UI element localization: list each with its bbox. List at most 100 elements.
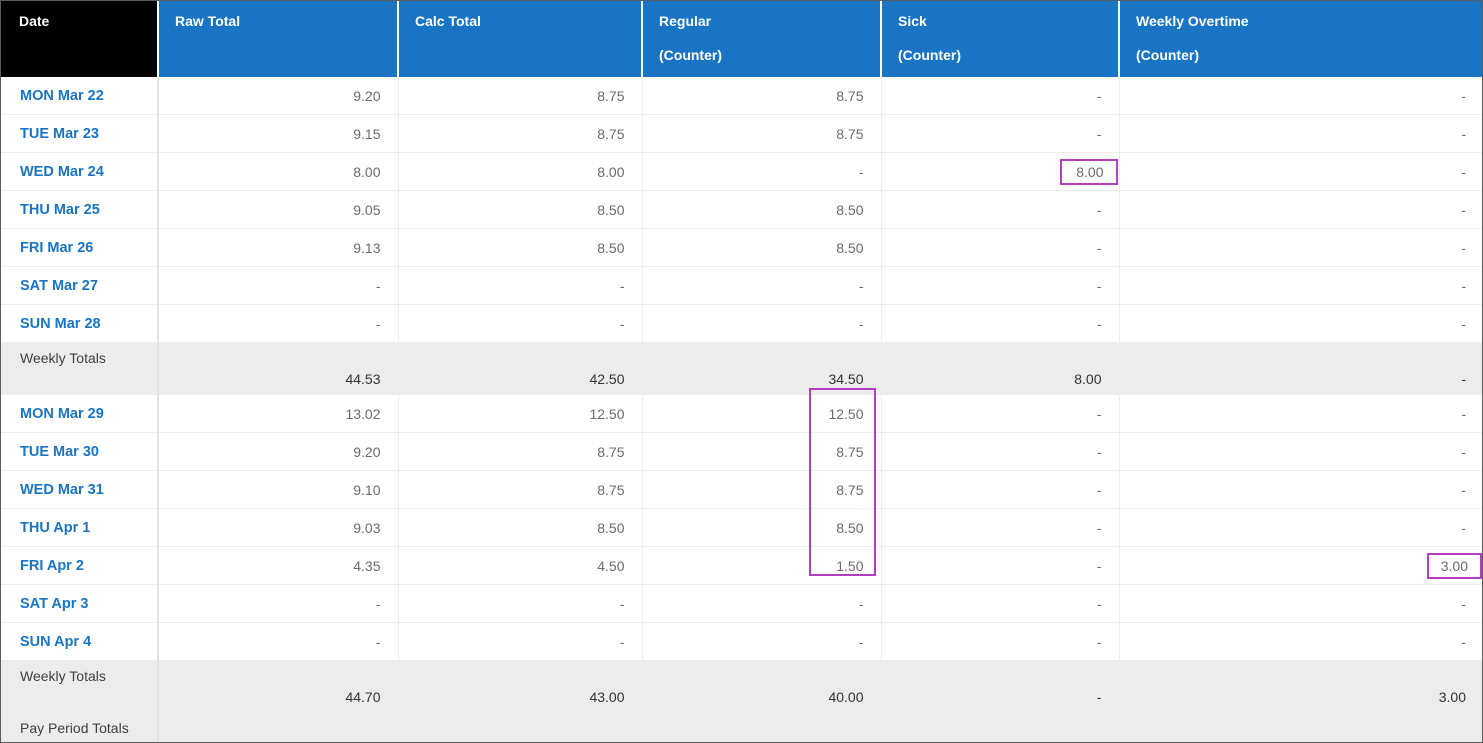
calc-total-cell: - [398,584,643,623]
calc-total-cell: 8.50 [398,228,643,267]
raw-total-cell: - [158,622,399,661]
weekly-totals-label: Weekly Totals [1,660,159,713]
column-header-regular[interactable]: Regular (Counter) [642,1,882,77]
table-row: FRI Apr 2 4.35 4.50 1.50 - 3.00 [1,546,1482,585]
table-row: FRI Mar 26 9.13 8.50 8.50 - - [1,228,1482,267]
overtime-cell: - [1119,622,1482,661]
date-link[interactable]: THU Mar 25 [1,190,159,229]
weekly-totals-row: Weekly Totals 44.53 42.50 34.50 8.00 - [1,342,1482,395]
raw-total-cell: 9.03 [158,508,399,547]
sick-cell: - [881,266,1120,305]
column-header-weekly-overtime[interactable]: Weekly Overtime (Counter) [1119,1,1482,77]
raw-total-cell: - [158,266,399,305]
regular-cell: 34.50 [642,342,882,395]
regular-cell: - [642,266,882,305]
column-header-raw-total[interactable]: Raw Total [158,1,399,77]
header-row: Date Raw Total Calc Total Regular (Count… [1,1,1482,77]
sick-highlight: 8.00 [1060,158,1118,185]
date-link[interactable]: THU Apr 1 [1,508,159,547]
date-link[interactable]: MON Mar 29 [1,394,159,433]
sick-cell: - [881,432,1120,471]
table-row: THU Apr 1 9.03 8.50 8.50 - - [1,508,1482,547]
overtime-cell: 3.00 [1119,660,1482,713]
regular-cell: - [642,622,882,661]
calc-total-cell: - [398,622,643,661]
date-link[interactable]: FRI Mar 26 [1,228,159,267]
overtime-cell: - [1119,114,1482,153]
raw-total-cell: 44.70 [158,660,399,713]
calc-total-cell: 8.50 [398,190,643,229]
table-row: WED Mar 24 8.00 8.00 - 8.00 - [1,152,1482,191]
column-header-sick[interactable]: Sick (Counter) [881,1,1120,77]
sick-cell: - [881,470,1120,509]
sick-cell: - [881,77,1120,115]
calc-total-cell: 8.50 [398,508,643,547]
overtime-cell: 3.00 [1119,546,1482,585]
table-row: TUE Mar 30 9.20 8.75 8.75 - - [1,432,1482,471]
calc-total-cell: 8.75 [398,470,643,509]
table-row: SUN Apr 4 - - - - - [1,622,1482,661]
calc-total-cell: 8.75 [398,77,643,115]
date-link[interactable]: TUE Mar 30 [1,432,159,471]
date-link[interactable]: FRI Apr 2 [1,546,159,585]
overtime-cell: - [1119,266,1482,305]
sick-cell: - [881,546,1120,585]
sick-cell: - [881,622,1120,661]
overtime-cell: - [1119,394,1482,433]
sick-cell: 8.00 [881,712,1120,742]
calc-total-cell: 42.50 [398,342,643,395]
table-row: WED Mar 31 9.10 8.75 8.75 - - [1,470,1482,509]
sick-cell: - [881,190,1120,229]
regular-cell: 74.50 [642,712,882,742]
overtime-cell: - [1119,152,1482,191]
table-row: MON Mar 29 13.02 12.50 12.50 - - [1,394,1482,433]
calc-total-cell: 8.00 [398,152,643,191]
raw-total-cell: 44.53 [158,342,399,395]
raw-total-cell: - [158,304,399,343]
raw-total-cell: 13.02 [158,394,399,433]
sick-cell: - [881,228,1120,267]
table-row: SAT Mar 27 - - - - - [1,266,1482,305]
date-link[interactable]: TUE Mar 23 [1,114,159,153]
raw-total-cell: 9.15 [158,114,399,153]
date-link[interactable]: SUN Apr 4 [1,622,159,661]
sick-cell: - [881,114,1120,153]
raw-total-cell: 9.10 [158,470,399,509]
overtime-cell: - [1119,190,1482,229]
overtime-cell: - [1119,470,1482,509]
table-row: SUN Mar 28 - - - - - [1,304,1482,343]
raw-total-cell: 4.35 [158,546,399,585]
table-row: TUE Mar 23 9.15 8.75 8.75 - - [1,114,1482,153]
pay-period-totals-row: Pay Period Totals 89.23 85.50 74.50 8.00… [1,712,1482,742]
calc-total-cell: 8.75 [398,432,643,471]
column-header-calc-total[interactable]: Calc Total [398,1,643,77]
raw-total-cell: - [158,584,399,623]
raw-total-cell: 8.00 [158,152,399,191]
overtime-cell: - [1119,228,1482,267]
sick-cell: - [881,394,1120,433]
overtime-cell: 3.00 [1119,712,1482,742]
weekly-totals-row: Weekly Totals 44.70 43.00 40.00 - 3.00 [1,660,1482,713]
sick-cell: - [881,508,1120,547]
pay-period-totals-label: Pay Period Totals [1,712,159,742]
calc-total-cell: 12.50 [398,394,643,433]
overtime-cell: - [1119,304,1482,343]
date-link[interactable]: WED Mar 31 [1,470,159,509]
regular-cell: 8.75 [642,470,882,509]
overtime-cell: - [1119,508,1482,547]
raw-total-cell: 9.20 [158,432,399,471]
calc-total-cell: 43.00 [398,660,643,713]
calc-total-cell: 4.50 [398,546,643,585]
sick-cell: - [881,660,1120,713]
column-header-date[interactable]: Date [1,1,159,77]
date-link[interactable]: WED Mar 24 [1,152,159,191]
date-link[interactable]: SUN Mar 28 [1,304,159,343]
calc-total-cell: 8.75 [398,114,643,153]
sick-cell: - [881,584,1120,623]
overtime-highlight: 3.00 [1426,552,1482,579]
date-link[interactable]: SAT Mar 27 [1,266,159,305]
date-link[interactable]: MON Mar 22 [1,77,159,115]
date-link[interactable]: SAT Apr 3 [1,584,159,623]
overtime-cell: - [1119,432,1482,471]
